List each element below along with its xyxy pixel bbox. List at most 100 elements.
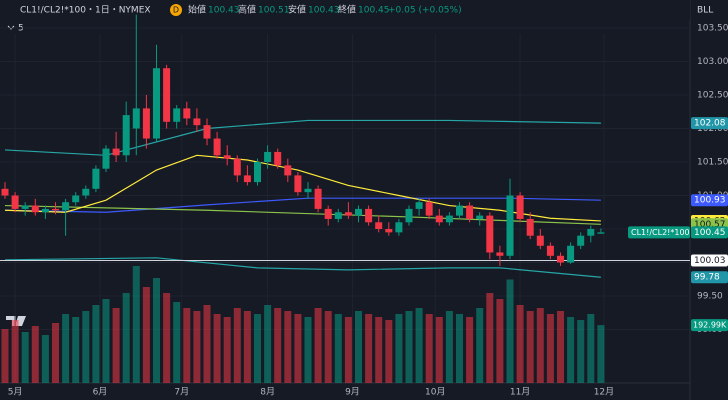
candle-body [264, 151, 272, 162]
y-tick-label: 99.50 [697, 292, 723, 302]
volume-bar [284, 311, 292, 383]
candle-body [193, 118, 201, 126]
y-tick-label: 101.50 [697, 158, 728, 168]
candle-body [1, 188, 9, 196]
candle-body [557, 255, 564, 263]
volume-bar [385, 320, 393, 383]
candle-body [163, 68, 171, 122]
candle-body [526, 218, 534, 236]
price-tag-label: 100.45 [694, 228, 726, 238]
volume-bar [193, 311, 201, 383]
candle-body [284, 165, 292, 176]
candle-body [52, 208, 59, 211]
volume-bar [92, 305, 100, 383]
price-tag-label: 100.93 [694, 196, 726, 206]
volume-bar [203, 305, 211, 383]
volume-bar [597, 325, 605, 383]
candle-body [112, 148, 120, 156]
corner-box [693, 2, 726, 18]
price-tag-label: 100.57 [694, 220, 726, 230]
candle-body [21, 205, 29, 209]
ohlc-label: 終値 [338, 4, 356, 16]
ma-green [4, 204, 601, 225]
price-tag [691, 194, 728, 207]
candle-body [203, 125, 211, 139]
series-name: CL1!/CL2!*100 [631, 228, 690, 237]
volume-bar [254, 314, 261, 383]
ohlc-label: 始値 [188, 4, 206, 16]
volume-bar [546, 314, 554, 383]
volume-bar [577, 320, 585, 383]
volume-bar [334, 314, 342, 383]
candle-body [183, 108, 191, 119]
candle-body [314, 188, 322, 209]
volume-bar [82, 311, 90, 383]
volume-bar [344, 317, 352, 383]
candle-body [243, 175, 251, 183]
volume-bar [223, 317, 231, 383]
candle-body [233, 158, 241, 176]
candle-body [516, 195, 524, 219]
x-tick-label: 7月 [174, 387, 189, 398]
volume-bar [587, 314, 595, 383]
candle-body [395, 222, 403, 233]
ohlc-value: 100.51 [258, 6, 290, 16]
candle-body [344, 212, 352, 216]
candle-body [405, 208, 413, 223]
candle-body [587, 229, 595, 236]
price-tag [691, 271, 728, 284]
candle-body [355, 208, 362, 216]
volume-bar [122, 293, 130, 383]
ohlc-value: 100.43 [308, 6, 340, 16]
chevron [7, 25, 15, 30]
candle-body [92, 168, 100, 189]
series-name-tag [628, 226, 690, 239]
volume-bar [274, 308, 282, 383]
y-tick-label: 103.50 [697, 24, 728, 34]
lower-band [4, 257, 601, 278]
volume-bar [405, 311, 413, 383]
volume-bar [294, 314, 302, 383]
volume-bar [52, 323, 59, 383]
volume-bar [425, 314, 433, 383]
candle-body [476, 215, 484, 219]
candle-body [425, 202, 433, 216]
candle-body [294, 175, 302, 193]
candle-body [62, 202, 70, 211]
price-tag [691, 254, 728, 267]
candle-body [415, 202, 423, 209]
y-tick-label: 103.00 [697, 57, 728, 67]
volume-bar [516, 305, 524, 383]
ohlc-value: 100.45 [358, 6, 390, 16]
volume-bar [173, 302, 181, 383]
x-tick-label: 5月 [8, 387, 23, 398]
ma-yellow [4, 154, 601, 222]
price-tag-label: 102.08 [694, 119, 726, 129]
symbol: CL1!/CL2!*100・1日・NYMEX [20, 5, 151, 16]
volume-bar [314, 308, 322, 383]
candle-body [506, 195, 514, 256]
candle-body [173, 108, 181, 122]
x-tick-label: 8月 [260, 387, 275, 398]
corner-label: BLL [697, 6, 713, 16]
volume-bar [456, 314, 463, 383]
upper-band [4, 119, 601, 156]
price-tag-label: 99.78 [694, 273, 720, 283]
badge: D [173, 6, 179, 15]
candle-body [385, 229, 393, 233]
candle-body [254, 162, 261, 183]
candle-body [304, 188, 312, 193]
candle-body [546, 245, 554, 256]
x-tick-label: 12月 [594, 387, 614, 398]
volume-bar [476, 308, 484, 383]
volume-bar [355, 311, 362, 383]
candle-body [375, 222, 383, 229]
candle-body [567, 245, 575, 263]
volume-bar [375, 317, 383, 383]
candle-body [82, 188, 90, 196]
volume-bar [112, 308, 120, 383]
volume-bar [536, 308, 544, 383]
price-tag [691, 226, 728, 239]
